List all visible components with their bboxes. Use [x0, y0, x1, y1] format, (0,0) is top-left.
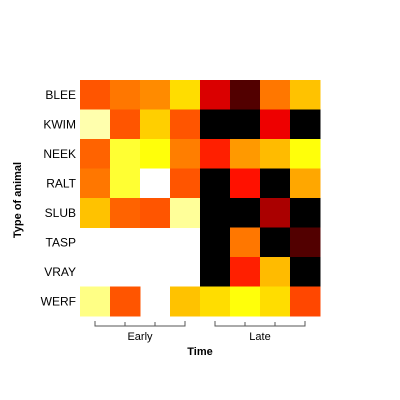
- heatmap-cell: [140, 139, 171, 169]
- heatmap-cell: [110, 139, 141, 169]
- heatmap-cell: [230, 109, 261, 140]
- x-axis-title: Time: [187, 346, 212, 358]
- row-labels: BLEE KWIM NEEK RALT SLUB TASP VRAY WERF: [41, 88, 77, 309]
- heatmap-cell: [290, 139, 321, 169]
- heatmap-cell: [290, 257, 321, 287]
- row-label: NEEK: [43, 147, 76, 161]
- column-group-label: Early: [127, 331, 153, 343]
- heatmap-cell: [290, 227, 321, 258]
- row-label: WERF: [41, 294, 76, 308]
- heatmap-cell: [200, 257, 231, 287]
- heatmap-cell: [170, 109, 201, 140]
- row-label: SLUB: [45, 206, 76, 220]
- row-label: RALT: [46, 176, 76, 190]
- heatmap-cell: [230, 227, 261, 258]
- heatmap-cell: [110, 109, 141, 140]
- heatmap-cell: [80, 198, 111, 228]
- heatmap-cell: [230, 139, 261, 169]
- heatmap-cell: [110, 286, 141, 317]
- heatmap-cell: [110, 80, 141, 110]
- heatmap-cell: [140, 109, 171, 140]
- row-label: KWIM: [43, 117, 76, 131]
- heatmap-cell: [110, 168, 141, 199]
- heatmap-cell: [230, 257, 261, 287]
- heatmap-cell: [170, 286, 201, 317]
- heatmap-cell: [80, 109, 111, 140]
- heatmap-cell: [80, 139, 111, 169]
- row-label: TASP: [46, 235, 76, 249]
- heatmap-cell: [260, 168, 291, 199]
- heatmap-cell: [170, 139, 201, 169]
- column-group-axis: Early Late: [94, 321, 306, 343]
- heatmap-cell: [80, 286, 111, 317]
- heatmap-cell: [260, 227, 291, 258]
- heatmap-cell: [170, 80, 201, 110]
- heatmap-cell: [230, 168, 261, 199]
- heatmap-cell: [260, 109, 291, 140]
- heatmap-cell: [140, 198, 171, 228]
- heatmap-cell: [260, 139, 291, 169]
- heatmap-cell: [200, 168, 231, 199]
- heatmap-cell: [260, 286, 291, 317]
- heatmap-cell: [290, 198, 321, 228]
- column-group-label: Late: [249, 331, 270, 343]
- heatmap-cell: [200, 109, 231, 140]
- heatmap-cell: [140, 80, 171, 110]
- heatmap-cell: [200, 139, 231, 169]
- heatmap-cell: [260, 257, 291, 287]
- heatmap-cell: [230, 198, 261, 228]
- heatmap-cell: [260, 80, 291, 110]
- heatmap-cell: [200, 80, 231, 110]
- heatmap-cell: [80, 168, 111, 199]
- row-label: BLEE: [45, 88, 76, 102]
- heatmap-cell: [260, 198, 291, 228]
- heatmap-cell: [290, 80, 321, 110]
- heatmap-cell: [200, 227, 231, 258]
- y-axis-title: Type of animal: [12, 162, 24, 238]
- column-group-bracket: [94, 321, 186, 327]
- heatmap-cell: [170, 198, 201, 228]
- heatmap-cell: [230, 80, 261, 110]
- column-group-bracket: [214, 321, 306, 327]
- heatmap-cell: [200, 198, 231, 228]
- heatmap-cell: [170, 168, 201, 199]
- heatmap-cell: [290, 109, 321, 140]
- heatmap-cell: [230, 286, 261, 317]
- heatmap-cells: [80, 80, 321, 317]
- heatmap-cell: [110, 198, 141, 228]
- heatmap-cell: [290, 286, 321, 317]
- heatmap-cell: [140, 168, 171, 199]
- heatmap-cell: [290, 168, 321, 199]
- heatmap-cell: [80, 80, 111, 110]
- heatmap-cell: [200, 286, 231, 317]
- row-label: VRAY: [44, 265, 76, 279]
